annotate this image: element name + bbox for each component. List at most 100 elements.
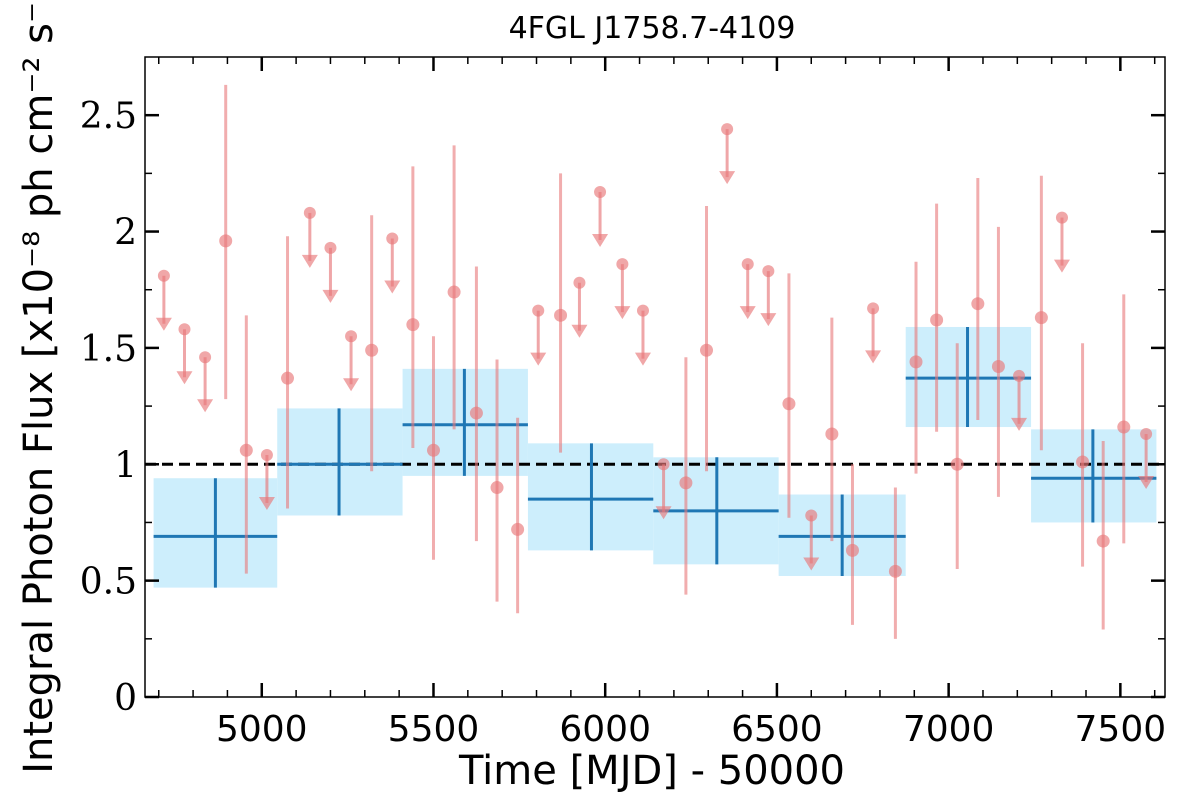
upper-limit-point <box>197 351 214 413</box>
detection-point <box>219 84 233 400</box>
detection-marker <box>554 308 568 322</box>
y-tick-label: 1.5 <box>80 329 137 370</box>
upper-limit-point <box>719 123 736 185</box>
upper-limit-point <box>301 206 318 268</box>
plot-frame <box>144 56 1166 698</box>
upper-limit-marker <box>199 351 212 364</box>
detection-marker <box>930 313 944 327</box>
y-tick-label: 0.5 <box>80 562 137 603</box>
upper-limit-arrowhead <box>1053 259 1070 273</box>
upper-limit-point <box>258 448 275 510</box>
upper-limit-point <box>384 232 401 294</box>
upper-limit-point <box>655 458 672 520</box>
upper-limit-arrowhead <box>301 254 318 268</box>
upper-limit-point <box>592 185 609 247</box>
upper-limit-marker <box>324 241 337 254</box>
upper-limit-point <box>865 302 882 364</box>
detection-point <box>845 464 859 625</box>
detection-point <box>1076 343 1090 567</box>
detection-point <box>365 215 379 472</box>
detection-marker <box>365 343 379 357</box>
upper-limit-marker <box>762 265 775 278</box>
upper-limit-marker <box>721 123 734 136</box>
detection-marker <box>679 476 693 490</box>
binned-point <box>653 457 779 565</box>
x-tick-label: 7000 <box>903 709 995 750</box>
detection-marker <box>1076 455 1090 469</box>
detection-marker <box>219 234 233 248</box>
upper-limit-arrowhead <box>760 313 777 327</box>
upper-limit-arrowhead <box>322 289 339 303</box>
upper-limit-marker <box>303 206 316 219</box>
y-axis-label: Integral Photon Flux [x10⁻⁸ ph cm⁻² s⁻¹] <box>16 0 62 774</box>
binned-point <box>402 368 528 476</box>
upper-limit-arrowhead <box>1138 476 1155 490</box>
upper-limit-marker <box>1055 211 1068 224</box>
detection-point <box>469 266 483 542</box>
upper-limit-marker <box>636 304 649 317</box>
detection-marker <box>782 397 796 411</box>
detection-point <box>679 357 693 595</box>
detection-marker <box>239 443 253 457</box>
upper-limit-arrowhead <box>197 399 214 413</box>
x-tick-label: 6500 <box>731 709 823 750</box>
detection-point <box>511 417 525 614</box>
upper-limit-marker <box>616 258 629 271</box>
upper-limit-point <box>322 241 339 303</box>
upper-limit-marker <box>345 330 358 343</box>
upper-limit-arrowhead <box>719 171 736 185</box>
detection-point <box>554 173 568 453</box>
upper-limit-arrowhead <box>803 557 820 571</box>
upper-limit-point <box>1138 428 1155 490</box>
upper-limit-marker <box>532 304 545 317</box>
plot-border <box>144 56 1166 698</box>
binned-uncertainty-boxes <box>153 326 1157 588</box>
upper-limit-arrowhead <box>155 317 172 331</box>
upper-limit-arrowhead <box>634 352 651 366</box>
upper-limit-marker <box>657 458 670 471</box>
detection-point <box>991 226 1005 497</box>
y-tick-label: 0 <box>114 678 137 719</box>
upper-limit-marker <box>157 269 170 282</box>
upper-limit-point <box>614 258 631 320</box>
upper-limit-marker <box>594 185 607 198</box>
detection-marker <box>447 285 461 299</box>
upper-limit-arrowhead <box>176 371 193 385</box>
upper-limit-point <box>155 269 172 331</box>
detection-marker <box>825 427 839 441</box>
upper-limit-marker <box>805 509 818 522</box>
upper-limit-marker <box>1140 428 1153 441</box>
detection-point <box>1117 294 1131 544</box>
detection-point <box>1096 441 1110 630</box>
upper-limit-arrowhead <box>592 233 609 247</box>
upper-limit-arrowhead <box>571 324 588 338</box>
detection-marker <box>971 297 985 311</box>
detection-marker <box>426 443 440 457</box>
x-tick-label: 5000 <box>216 709 308 750</box>
binned-point <box>153 478 278 588</box>
axis-ticks: 5000 5500 6000 6500 7000 7500 0 0.5 1 1.5 2 2.5 <box>80 57 1166 750</box>
upper-limit-point <box>739 258 756 320</box>
upper-limit-series <box>155 123 1155 571</box>
detection-point <box>239 315 253 574</box>
upper-limit-arrowhead <box>343 378 360 392</box>
x-axis-label: Time [MJD] - 50000 <box>458 748 845 794</box>
detection-marker <box>700 343 714 357</box>
upper-limit-marker <box>867 302 880 315</box>
x-tick-label: 7500 <box>1075 709 1167 750</box>
upper-limit-marker <box>741 258 754 271</box>
upper-limit-point <box>1053 211 1070 273</box>
upper-limit-marker <box>1013 369 1026 382</box>
detection-point <box>700 205 714 472</box>
x-tick-label: 6000 <box>559 709 651 750</box>
detection-point <box>825 317 839 542</box>
upper-limit-point <box>571 276 588 338</box>
detection-point <box>281 236 295 509</box>
detection-series <box>219 84 1131 639</box>
detection-point <box>930 203 944 432</box>
binned-point <box>778 494 906 576</box>
upper-limit-arrowhead <box>530 352 547 366</box>
upper-limit-arrowhead <box>739 306 756 320</box>
detection-marker <box>950 457 964 471</box>
